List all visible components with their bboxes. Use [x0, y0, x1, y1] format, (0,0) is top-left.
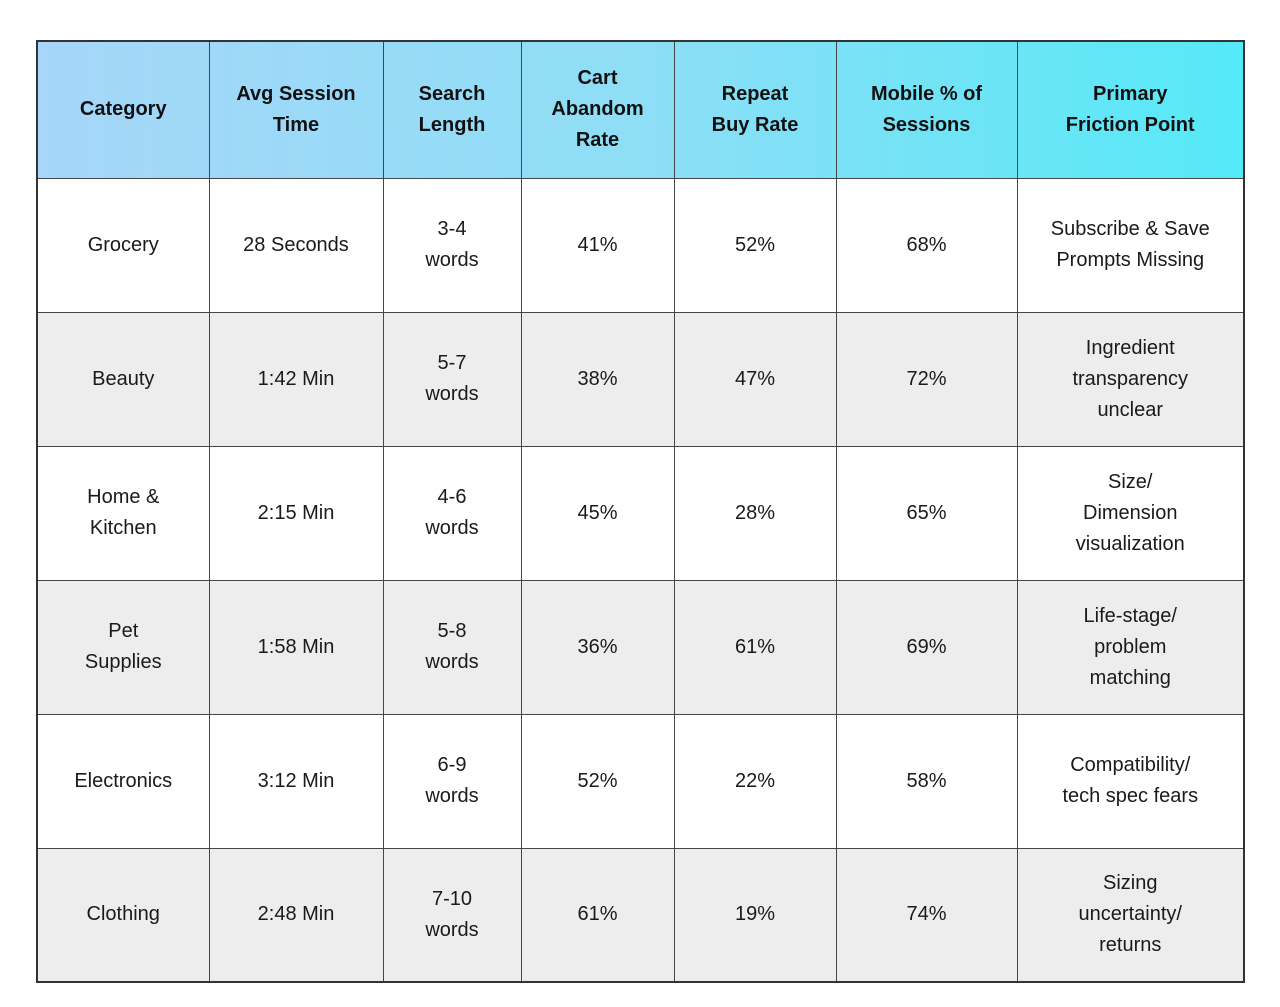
column-header-search-length: Search Length — [382, 40, 522, 179]
table-cell: 22% — [673, 713, 837, 849]
table-cell: Pet Supplies — [36, 579, 210, 715]
table-cell: 52% — [673, 177, 837, 313]
table-cell: 61% — [520, 847, 675, 983]
table-row-clothing: Clothing 2:48 Min 7-10 words 61% 19% 74%… — [36, 847, 1245, 983]
table-cell: Life-stage/ problem matching — [1016, 579, 1245, 715]
table-cell: 74% — [835, 847, 1018, 983]
table-cell: Ingredient transparency unclear — [1016, 311, 1245, 447]
table-cell: Size/ Dimension visualization — [1016, 445, 1245, 581]
table-cell: 41% — [520, 177, 675, 313]
column-header-repeat-buy-rate: Repeat Buy Rate — [673, 40, 837, 179]
table-cell: 45% — [520, 445, 675, 581]
table-cell: 58% — [835, 713, 1018, 849]
table-cell: 36% — [520, 579, 675, 715]
table-cell: 38% — [520, 311, 675, 447]
table-header: Category Avg Session Time Search Length … — [36, 40, 1245, 179]
table-cell: Beauty — [36, 311, 210, 447]
table-cell: Clothing — [36, 847, 210, 983]
column-header-primary-friction-point: Primary Friction Point — [1016, 40, 1245, 179]
column-header-cart-abandon-rate: Cart Abandom Rate — [520, 40, 675, 179]
table-cell: 4-6 words — [382, 445, 522, 581]
column-header-category: Category — [36, 40, 210, 179]
table-cell: Sizing uncertainty/ returns — [1016, 847, 1245, 983]
table-row-home-kitchen: Home & Kitchen 2:15 Min 4-6 words 45% 28… — [36, 445, 1245, 581]
table-cell: 3:12 Min — [208, 713, 384, 849]
table-cell: 61% — [673, 579, 837, 715]
table-cell: 28 Seconds — [208, 177, 384, 313]
table-cell: 1:42 Min — [208, 311, 384, 447]
table-cell: 28% — [673, 445, 837, 581]
column-header-mobile-pct-sessions: Mobile % of Sessions — [835, 40, 1018, 179]
table-cell: 5-8 words — [382, 579, 522, 715]
table-cell: 19% — [673, 847, 837, 983]
table-cell: 72% — [835, 311, 1018, 447]
table-cell: Grocery — [36, 177, 210, 313]
table-cell: 3-4 words — [382, 177, 522, 313]
column-header-avg-session-time: Avg Session Time — [208, 40, 384, 179]
table-row-pet-supplies: Pet Supplies 1:58 Min 5-8 words 36% 61% … — [36, 579, 1245, 715]
table-cell: 52% — [520, 713, 675, 849]
table-row-beauty: Beauty 1:42 Min 5-7 words 38% 47% 72% In… — [36, 311, 1245, 447]
table-cell: Electronics — [36, 713, 210, 849]
table-cell: 69% — [835, 579, 1018, 715]
table-cell: Compatibility/ tech spec fears — [1016, 713, 1245, 849]
table-cell: 2:48 Min — [208, 847, 384, 983]
table-cell: 5-7 words — [382, 311, 522, 447]
table-cell: 2:15 Min — [208, 445, 384, 581]
table-row-electronics: Electronics 3:12 Min 6-9 words 52% 22% 5… — [36, 713, 1245, 849]
table-cell: 68% — [835, 177, 1018, 313]
category-friction-table: Category Avg Session Time Search Length … — [36, 40, 1245, 983]
header-row: Category Avg Session Time Search Length … — [36, 40, 1245, 179]
table-cell: Subscribe & Save Prompts Missing — [1016, 177, 1245, 313]
table-cell: 47% — [673, 311, 837, 447]
table-body: Grocery 28 Seconds 3-4 words 41% 52% 68%… — [36, 177, 1245, 983]
table-row-grocery: Grocery 28 Seconds 3-4 words 41% 52% 68%… — [36, 177, 1245, 313]
table-cell: 7-10 words — [382, 847, 522, 983]
table-cell: 65% — [835, 445, 1018, 581]
friction-table-container: Category Avg Session Time Search Length … — [36, 40, 1245, 983]
table-cell: 6-9 words — [382, 713, 522, 849]
table-cell: 1:58 Min — [208, 579, 384, 715]
table-cell: Home & Kitchen — [36, 445, 210, 581]
